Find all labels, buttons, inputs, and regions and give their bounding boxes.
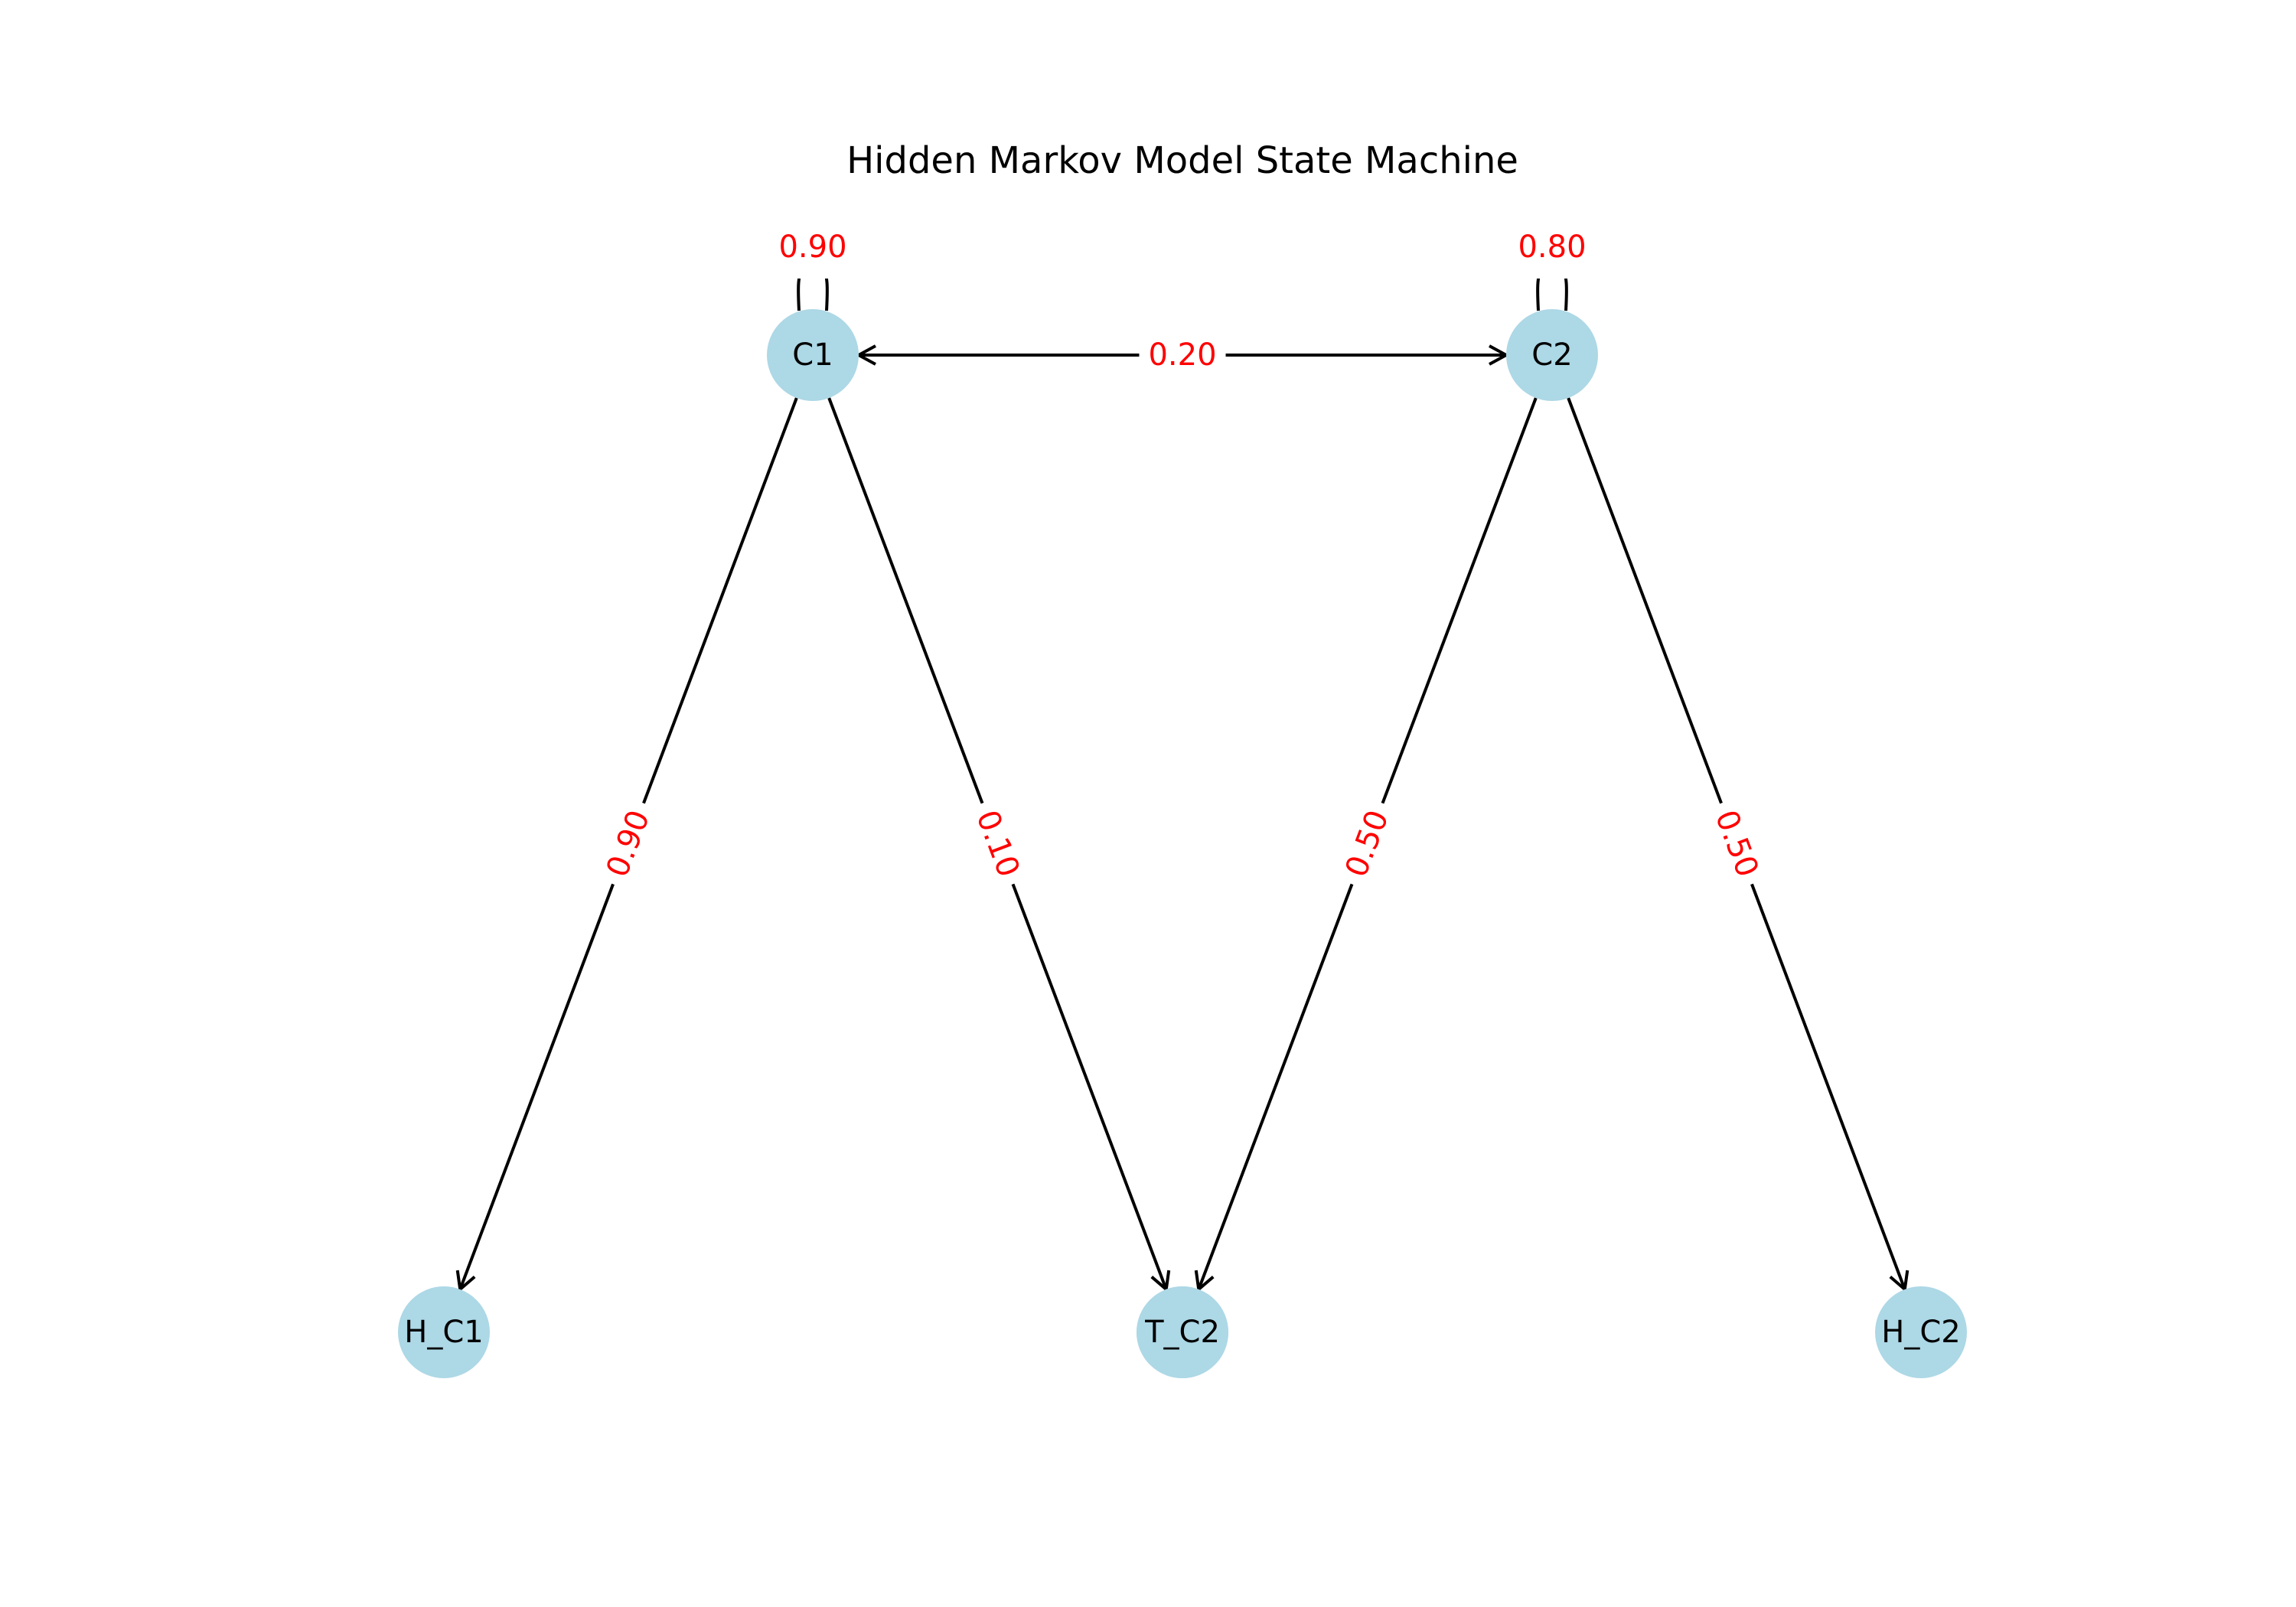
edge-label-bg-C1-T_C1 [963,796,1032,892]
node-H_C1: H_C1 [398,1286,490,1378]
node-circle-H_C1 [398,1286,490,1378]
self-loop-C1-C1 [797,278,829,311]
edge-label-bg-C1-C1 [769,227,856,268]
edge-C1-H_C1: 0.90 [455,397,798,1292]
diagram-title: Hidden Markov Model State Machine [846,139,1518,182]
node-circle-C1 [767,309,859,401]
node-T_C2: T_C2 [1137,1286,1228,1378]
edge-label-bg-C2-T_C2 [1332,796,1402,892]
node-label-C2: C2 [1531,337,1572,373]
edge-C1-C1: 0.90 [769,227,856,311]
node-label-H_C2: H_C2 [1881,1315,1960,1350]
node-C1: C1 [767,309,859,401]
edge-label-bg-C1-H_C1 [593,796,664,892]
node-circle-T_C2 [1137,1286,1228,1378]
edge-C2-C2: 0.80 [1508,227,1596,311]
node-H_C2: H_C2 [1875,1286,1967,1378]
edge-C1-C2: 0.20 [855,334,1510,376]
node-label-T_C2: T_C2 [1144,1315,1220,1350]
node-circle-C2 [1506,309,1598,401]
edge-C1-T_C1: 0.10 [827,397,1171,1292]
edge-label-C1-C1: 0.90 [778,230,846,265]
node-label-C1: C1 [792,337,833,373]
edges-layer: 0.90 0.800.200.90 0.10 0.50 0.50 [455,227,1910,1292]
edge-label-bg-C1-C2 [1139,334,1226,376]
edge-label-C2-C2: 0.80 [1518,230,1586,265]
arrowhead-C1-T_C1 [1150,1270,1171,1292]
edge-label-bg-C2-C2 [1508,227,1596,268]
arrowhead-C2-T_C2 [1194,1270,1215,1292]
self-loop-C2-C2 [1536,278,1568,311]
node-circle-H_C2 [1875,1286,1967,1378]
edge-label-bg-C2-H_C2 [1701,796,1772,892]
node-C2: C2 [1506,309,1598,401]
edge-C2-H_C2: 0.50 [1567,397,1910,1292]
edge-C2-T_C2: 0.50 [1194,397,1538,1292]
node-label-H_C1: H_C1 [404,1315,483,1350]
edge-label-C1-C2: 0.20 [1148,337,1216,373]
